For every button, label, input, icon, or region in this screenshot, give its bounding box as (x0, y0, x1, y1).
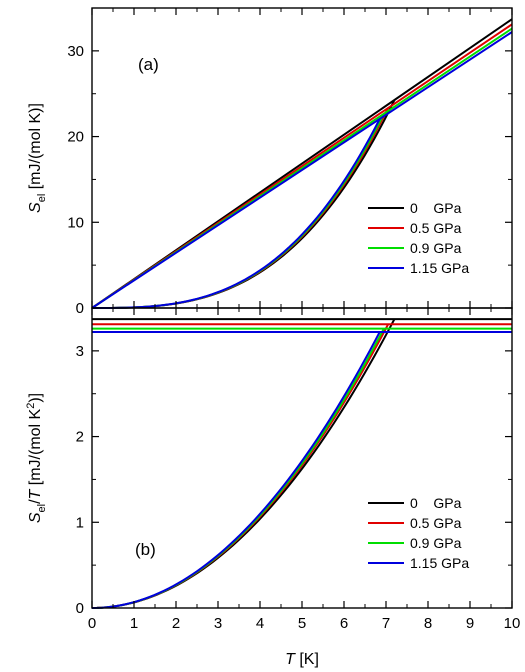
panel-b-superconducting-curve-3 (91, 331, 381, 609)
panel-b-superconducting-curve-2 (91, 328, 385, 609)
panel-a-ylabel-sub: el (36, 194, 48, 203)
panel-b-legend-label-1: 0.5 GPa (410, 515, 462, 531)
panel-a-y-tick-label: 30 (67, 43, 84, 60)
panel-a-legend: 0 GPa 0.5 GPa 0.9 GPa 1.15 GPa (368, 200, 469, 276)
panel-b-ylabel: Sel/T [mJ/(mol K2)] (25, 393, 48, 523)
panel-b-label: (b) (135, 540, 156, 559)
panel-b-ticks: 0 1 2 3 4 5 6 7 8 9 10 0 1 2 3 (76, 308, 521, 632)
panel-b-y-tick-label: 0 (76, 600, 84, 617)
panel-a-legend-label-3: 1.15 GPa (410, 260, 469, 276)
x-tick-label: 8 (424, 615, 432, 632)
panel-b-superconducting-curve-1 (91, 323, 389, 609)
x-tick-label: 3 (214, 615, 222, 632)
panel-b-legend: 0 GPa 0.5 GPa 0.9 GPa 1.15 GPa (368, 495, 469, 571)
panel-a-label: (a) (138, 55, 159, 74)
panel-a-curves (91, 18, 513, 309)
x-tick-label: 10 (504, 615, 521, 632)
panel-b-y-tick-label: 1 (76, 514, 84, 531)
panel-b-ylabel-units: [mJ/(mol K (27, 408, 44, 489)
panel-a-legend-label-1: 0.5 GPa (410, 220, 462, 236)
x-axis-label-units: [K] (295, 651, 319, 668)
panel-a-ylabel-units: [mJ/(mol K)] (27, 103, 44, 194)
panel-b-ylabel-T: T (27, 488, 44, 499)
panel-b-y-tick-label: 2 (76, 429, 84, 446)
panel-a-legend-label-0: 0 GPa (410, 200, 462, 216)
panel-a-y-tick-label: 0 (76, 300, 84, 317)
x-axis-label: T [K] (285, 651, 319, 668)
panel-b-ylabel-sub: el (36, 504, 48, 513)
x-tick-label: 6 (340, 615, 348, 632)
panel-b-superconducting-curve-0 (91, 318, 396, 609)
panel-b-ylabel-slash: / (27, 499, 44, 504)
panel-a-ylabel-symbol: S (27, 202, 44, 213)
x-axis-label-symbol: T (285, 651, 296, 668)
panel-b-ylabel-symbol: S (27, 512, 44, 523)
x-tick-label: 4 (256, 615, 264, 632)
panel-b: 0 1 2 3 4 5 6 7 8 9 10 0 1 2 3 (b) 0 GPa 0.5 GPa 0.9 GPa… (25, 307, 521, 668)
x-tick-label: 9 (466, 615, 474, 632)
panel-b-legend-label-0: 0 GPa (410, 495, 462, 511)
panel-b-ylabel-end: )] (27, 393, 44, 403)
panel-a-ticks: 0 10 20 30 (67, 8, 513, 317)
panel-b-y-tick-label: 3 (76, 343, 84, 360)
panel-a-normal-line-3 (91, 31, 513, 309)
panel-b-legend-label-2: 0.9 GPa (410, 535, 462, 551)
x-tick-label: 0 (88, 615, 96, 632)
panel-a-y-tick-label: 20 (67, 129, 84, 146)
x-tick-label: 5 (298, 615, 306, 632)
panel-b-legend-label-3: 1.15 GPa (410, 555, 469, 571)
panel-a-y-tick-label: 10 (67, 214, 84, 231)
x-tick-label: 1 (130, 615, 138, 632)
panel-a-superconducting-curve-3 (92, 118, 381, 309)
panel-a-ylabel: Sel [mJ/(mol K)] (27, 103, 48, 213)
x-tick-label: 2 (172, 615, 180, 632)
panel-b-curves (91, 318, 512, 609)
panel-b-ylabel-sup: 2 (25, 403, 37, 409)
panel-a-legend-label-2: 0.9 GPa (410, 240, 462, 256)
x-tick-label: 7 (382, 615, 390, 632)
